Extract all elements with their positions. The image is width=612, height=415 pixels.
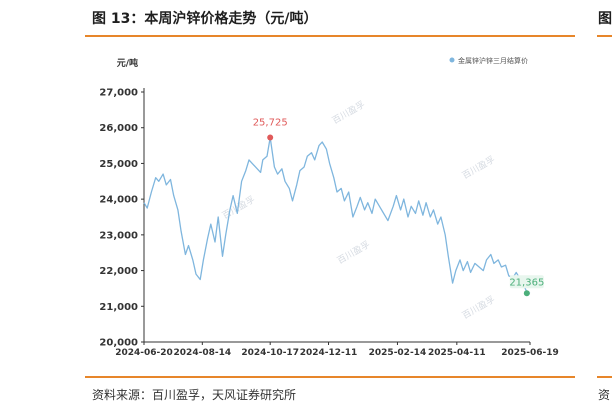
y-tick-label: 20,000 <box>99 338 138 349</box>
y-tick-label: 23,000 <box>99 230 138 241</box>
figure-title: 图 13：本周沪锌价格走势（元/吨） <box>92 11 318 27</box>
next-source-fragment: 资 <box>598 388 611 402</box>
title-rule <box>85 35 575 37</box>
next-title-rule <box>597 35 612 37</box>
x-tick-label: 2025-06-19 <box>501 348 559 358</box>
price-series-line <box>143 136 531 294</box>
next-figure-title-fragment: 图 <box>598 11 612 27</box>
y-tick-label: 24,000 <box>99 195 138 206</box>
x-tick-label: 2024-06-20 <box>115 348 173 358</box>
x-tick-label: 2025-02-14 <box>369 348 427 358</box>
y-tick-label: 25,000 <box>99 159 138 170</box>
x-tick-label: 2025-04-11 <box>428 348 486 358</box>
x-tick-label: 2024-08-14 <box>174 348 232 358</box>
watermark-text: 百川盈孚 <box>330 98 367 126</box>
x-tick-label: 2024-10-17 <box>241 348 299 358</box>
min-value-label: 21,365 <box>509 277 544 288</box>
y-tick-label: 27,000 <box>99 88 138 99</box>
max-value-label: 25,725 <box>253 118 288 129</box>
y-tick-label: 26,000 <box>99 123 138 134</box>
source-note: 资料来源：百川盈孚，天风证券研究所 <box>92 388 297 402</box>
watermark-text: 百川盈孚 <box>460 153 497 181</box>
source-rule <box>85 376 575 378</box>
legend-marker <box>449 57 455 63</box>
max-label-box <box>253 115 288 129</box>
x-tick-label: 2024-12-11 <box>300 348 358 358</box>
watermark-text: 百川盈孚 <box>460 293 497 321</box>
next-source-rule <box>597 376 612 378</box>
y-axis-unit-label: 元/吨 <box>117 57 138 69</box>
max-point-marker <box>267 134 274 141</box>
min-label-box <box>509 275 544 289</box>
min-point-marker <box>523 290 530 297</box>
watermark-text: 百川盈孚 <box>335 238 372 266</box>
y-tick-label: 22,000 <box>99 266 138 277</box>
y-tick-label: 21,000 <box>99 302 138 313</box>
chart-panel: 百川盈孚 百川盈孚 百川盈孚 百川盈孚 百川盈孚 元/吨 20,000 21,000 22,… <box>85 40 575 370</box>
legend-label: 金属锌沪锌三月结算价 <box>458 56 528 65</box>
